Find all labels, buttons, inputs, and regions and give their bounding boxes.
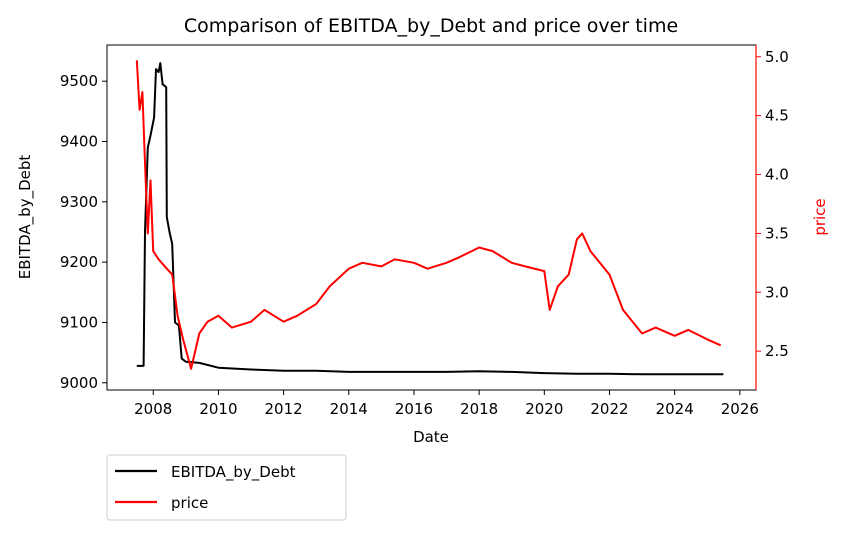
x-tick-label: 2020 (525, 400, 563, 418)
x-tick-label: 2012 (265, 400, 303, 418)
x-tick-label: 2008 (134, 400, 172, 418)
left-y-tick-label: 9200 (60, 253, 98, 271)
right-y-tick-label: 4.0 (765, 166, 789, 184)
right-y-axis-label: price (811, 198, 829, 235)
legend-frame (106, 454, 347, 521)
x-axis-ticks: 2008 2010 2012 2014 2016 2018 2020 2022 2024 2026 (134, 390, 759, 418)
left-y-tick-label: 9100 (60, 313, 98, 331)
x-axis-label: Date (413, 428, 449, 446)
right-y-tick-label: 5.0 (765, 48, 789, 66)
left-y-tick-label: 9300 (60, 193, 98, 211)
left-y-tick-label: 9500 (60, 72, 98, 90)
right-y-axis-ticks: 2.5 3.0 3.5 4.0 4.5 5.0 (756, 48, 789, 360)
right-y-tick-label: 2.5 (765, 342, 789, 360)
legend-label-price: price (171, 494, 208, 512)
series-line-ebitda-by-debt (136, 62, 724, 376)
left-y-tick-label: 9000 (60, 374, 98, 392)
x-tick-label: 2024 (656, 400, 694, 418)
right-y-tick-label: 4.5 (765, 107, 789, 125)
left-y-axis-ticks: 9000 9100 9200 9300 9400 9500 (60, 72, 107, 392)
right-y-tick-label: 3.0 (765, 283, 789, 301)
left-y-tick-label: 9400 (60, 133, 98, 151)
legend: EBITDA_by_Debt price (106, 454, 347, 521)
x-tick-label: 2010 (199, 400, 237, 418)
x-tick-label: 2018 (460, 400, 498, 418)
series-line-price (135, 60, 722, 370)
plot-lines (135, 60, 724, 376)
x-tick-label: 2014 (330, 400, 368, 418)
x-tick-label: 2026 (721, 400, 759, 418)
plot-frame (106, 44, 757, 391)
x-tick-label: 2022 (590, 400, 628, 418)
right-y-tick-label: 3.5 (765, 224, 789, 242)
left-y-axis-label: EBITDA_by_Debt (16, 155, 35, 280)
x-tick-label: 2016 (395, 400, 433, 418)
legend-label-ebitda: EBITDA_by_Debt (171, 463, 296, 482)
chart-title: Comparison of EBITDA_by_Debt and price o… (184, 15, 678, 37)
